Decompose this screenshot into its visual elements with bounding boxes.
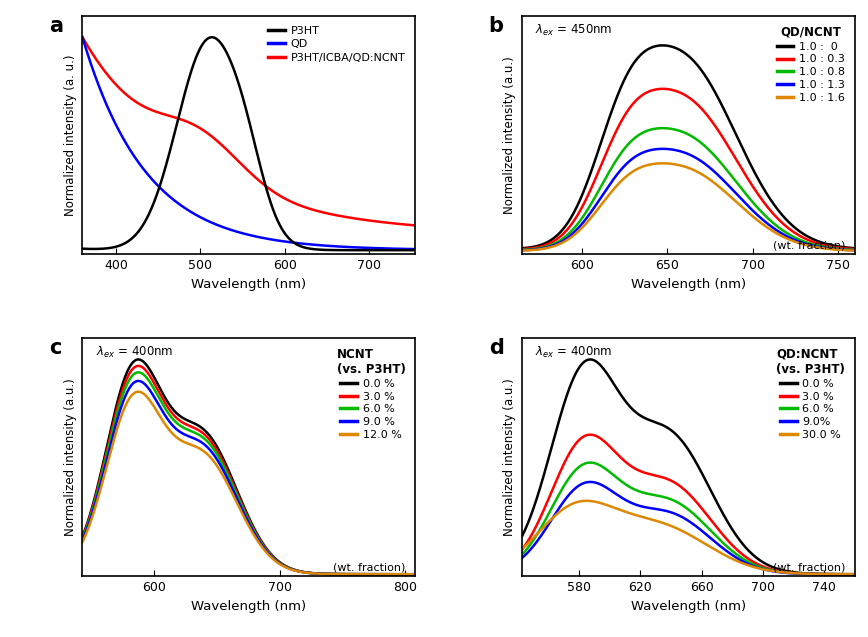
Legend: 0.0 %, 3.0 %, 6.0 %, 9.0%, 30.0 %: 0.0 %, 3.0 %, 6.0 %, 9.0%, 30.0 % <box>772 343 850 444</box>
Legend: 1.0 :  0, 1.0 : 0.3, 1.0 : 0.8, 1.0 : 1.3, 1.0 : 1.6: 1.0 : 0, 1.0 : 0.3, 1.0 : 0.8, 1.0 : 1.3… <box>773 22 850 107</box>
Text: c: c <box>49 338 62 358</box>
Legend: P3HT, QD, P3HT/ICBA/QD:NCNT: P3HT, QD, P3HT/ICBA/QD:NCNT <box>264 22 410 67</box>
Text: d: d <box>489 338 503 358</box>
X-axis label: Wavelength (nm): Wavelength (nm) <box>631 600 746 613</box>
Y-axis label: Normalized intensity (a.u.): Normalized intensity (a.u.) <box>503 56 516 214</box>
Text: (wt. fraction): (wt. fraction) <box>773 241 845 251</box>
Text: a: a <box>49 16 63 36</box>
Text: $\lambda_{ex}$ = 400nm: $\lambda_{ex}$ = 400nm <box>95 345 174 360</box>
Text: (wt. fraction): (wt. fraction) <box>333 563 405 573</box>
Y-axis label: Normalized intensity (a. u.): Normalized intensity (a. u.) <box>64 54 77 216</box>
Text: b: b <box>489 16 503 36</box>
X-axis label: Wavelength (nm): Wavelength (nm) <box>631 278 746 291</box>
Text: $\lambda_{ex}$ = 400nm: $\lambda_{ex}$ = 400nm <box>536 345 613 360</box>
Text: $\lambda_{ex}$ = 450nm: $\lambda_{ex}$ = 450nm <box>536 23 613 38</box>
X-axis label: Wavelength (nm): Wavelength (nm) <box>191 278 306 291</box>
X-axis label: Wavelength (nm): Wavelength (nm) <box>191 600 306 613</box>
Y-axis label: Normalized intensity (a.u.): Normalized intensity (a.u.) <box>503 378 516 536</box>
Legend: 0.0 %, 3.0 %, 6.0 %, 9.0 %, 12.0 %: 0.0 %, 3.0 %, 6.0 %, 9.0 %, 12.0 % <box>332 343 410 444</box>
Y-axis label: Normalized intensity (a.u.): Normalized intensity (a.u.) <box>64 378 77 536</box>
Text: (wt. fraction): (wt. fraction) <box>773 563 845 573</box>
